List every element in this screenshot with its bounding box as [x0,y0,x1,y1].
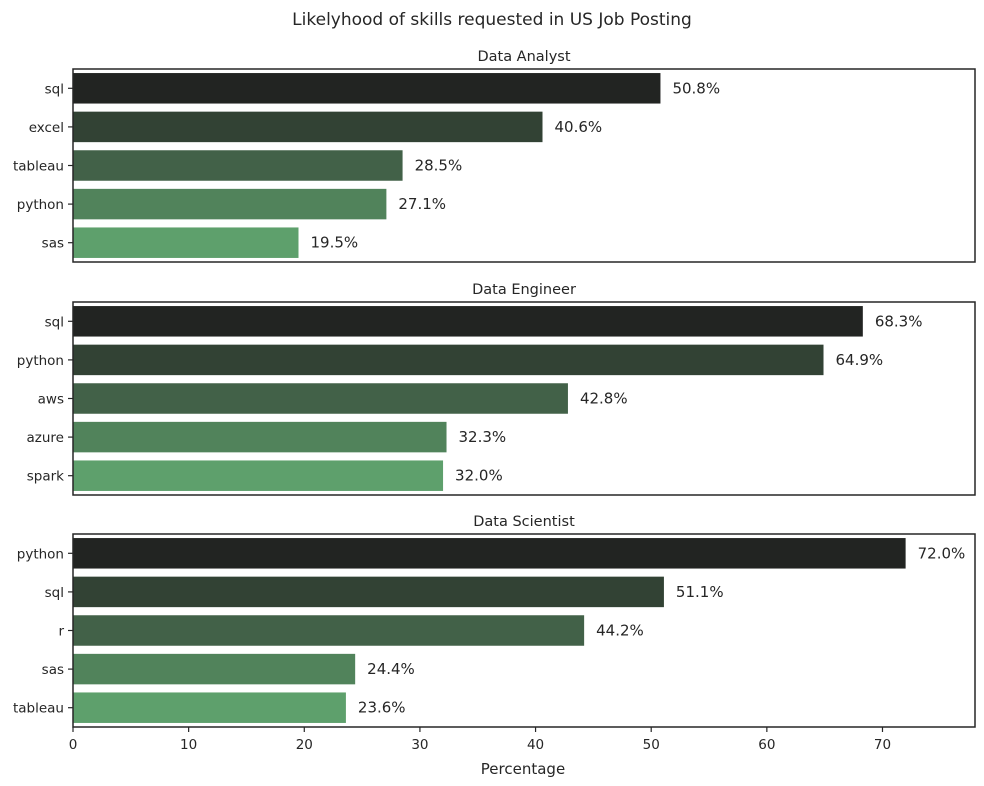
panel-frame [72,68,976,263]
bar [73,615,585,646]
panel-title: Data Engineer [472,282,576,298]
data-label: 40.6% [555,118,603,136]
y-tick-label: python [17,546,64,562]
y-tick-label: sql [45,585,64,601]
bar [73,576,664,608]
data-label: 44.2% [596,622,644,640]
x-tick-label: 60 [758,737,775,753]
y-tick-label: tableau [13,701,64,717]
data-label: 24.4% [367,660,415,678]
x-tick-label: 0 [69,737,78,753]
data-label: 27.1% [398,195,446,213]
data-label: 68.3% [875,312,923,330]
chart-title: Likelyhood of skills requested in US Job… [292,10,692,30]
panel-3: Data Scientist python 72.0% sql 51.1% r 44.2% s… [13,514,976,728]
x-tick-label: 20 [296,737,313,753]
panel-title: Data Analyst [477,49,570,65]
bar [73,692,346,723]
panels: Data Analyst sql 50.8% excel 40.6% tableau 28.… [13,49,976,728]
data-label: 23.6% [358,699,406,717]
bar [73,538,906,569]
data-label: 51.1% [676,583,724,601]
y-tick-label: azure [27,430,64,446]
y-tick-label: sas [42,662,64,678]
data-label: 32.3% [459,428,507,446]
x-axis: 0 10 20 30 40 50 60 70 [69,727,891,753]
x-tick-label: 40 [527,737,544,753]
bar [73,344,824,376]
y-tick-label: tableau [13,159,64,175]
bar [73,653,356,685]
y-tick-label: sql [45,314,64,330]
bar [73,421,447,453]
y-tick-label: excel [29,120,64,136]
x-tick-label: 10 [180,737,197,753]
y-tick-label: aws [38,392,64,408]
y-tick-label: python [17,353,64,369]
y-tick-label: r [58,624,64,640]
bar [73,188,387,220]
x-axis-label: Percentage [481,760,565,778]
y-tick-label: sas [42,236,64,252]
bar [73,227,299,258]
data-label: 32.0% [455,467,503,485]
bar [73,111,543,143]
bar [73,73,661,104]
x-tick-label: 70 [874,737,891,753]
bar [73,383,568,414]
data-label: 42.8% [580,390,628,408]
bar [73,460,444,491]
data-label: 50.8% [672,79,720,97]
data-label: 19.5% [311,234,359,252]
panel-frame [72,533,976,728]
data-label: 64.9% [836,351,884,369]
panel-1: Data Analyst sql 50.8% excel 40.6% tableau 28.… [13,49,976,263]
panel-frame [72,301,976,496]
y-tick-label: python [17,197,64,213]
bar [73,306,863,337]
x-tick-label: 30 [411,737,428,753]
x-tick-label: 50 [643,737,660,753]
data-label: 72.0% [918,544,966,562]
panel-title: Data Scientist [473,514,575,530]
bar [73,150,403,181]
y-tick-label: spark [27,469,64,485]
y-tick-label: sql [45,81,64,97]
data-label: 28.5% [415,157,463,175]
panel-2: Data Engineer sql 68.3% python 64.9% aws 42.8%… [17,282,976,496]
